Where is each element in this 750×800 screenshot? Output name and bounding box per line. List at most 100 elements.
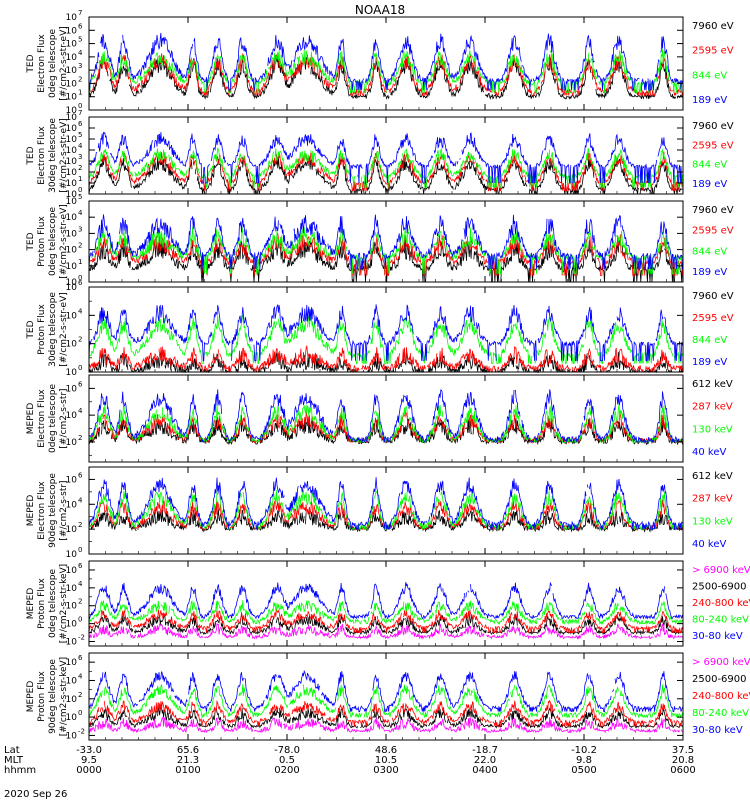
y-tick-label: 10 — [66, 638, 78, 648]
y-tick-label: 10 — [66, 40, 78, 50]
legend-entry: 2500-6900 — [692, 674, 747, 685]
y-tick-label: 10 — [66, 190, 78, 200]
x-tick-label-mlt: 9.5 — [81, 755, 97, 766]
y-axis-label-line: [#/cm2-s-str-keV] — [59, 564, 69, 643]
legend-entry: 130 keV — [692, 516, 733, 527]
y-axis-label-line: [#/cm2-s-str-eV] — [59, 118, 69, 193]
legend-entry: 189 eV — [692, 267, 727, 278]
y-tick-exponent: 4 — [78, 407, 83, 415]
y-tick-exponent: 4 — [78, 209, 83, 217]
y-axis-label-line: [#/cm2-s-str] — [59, 388, 69, 448]
y-axis-label-line: Electron Flux — [37, 389, 47, 448]
panel-frame — [88, 116, 684, 195]
series-line-meped-proton-0deg-4 — [88, 581, 684, 620]
y-tick-label: 10 — [66, 179, 78, 189]
series-line-ted-proton-30deg-1 — [88, 344, 684, 374]
x-tick-label-mlt: 9.8 — [576, 755, 592, 766]
y-tick-exponent: 2 — [78, 691, 82, 699]
legend-entry: 40 keV — [692, 539, 726, 550]
y-tick-exponent: 6 — [78, 120, 83, 128]
legend-entry: 240-800 keV — [692, 598, 750, 609]
y-tick-label: 10 — [66, 550, 78, 560]
y-tick-label: 10 — [66, 525, 78, 535]
x-tick-label-lat: -10.2 — [571, 745, 597, 756]
figure-title: NOAA18 — [355, 3, 405, 17]
y-axis-label-line: TED — [26, 146, 36, 165]
y-tick-label: 10 — [66, 106, 78, 116]
y-tick-exponent: 2 — [78, 75, 82, 83]
x-tick-label-lat: -78.0 — [274, 745, 300, 756]
y-tick-exponent: 0 — [78, 274, 82, 282]
y-tick-label: 10 — [66, 368, 78, 378]
legend-entry: 844 eV — [692, 160, 727, 171]
y-tick-label: 10 — [66, 384, 78, 394]
y-axis-label-line: MEPED — [26, 681, 36, 713]
y-tick-label: 10 — [66, 584, 78, 594]
series-line-ted-proton-30deg-3 — [88, 303, 684, 362]
y-tick-exponent: 4 — [78, 672, 83, 680]
x-tick-label-hhmm: 0100 — [175, 765, 200, 776]
y-axis-label-line: Proton Flux — [37, 216, 47, 267]
y-tick-label: 10 — [66, 500, 78, 510]
y-tick-exponent: 1 — [78, 175, 82, 183]
series-line-ted-proton-30deg-2 — [88, 314, 684, 364]
x-tick-label-hhmm: 0300 — [373, 765, 398, 776]
y-tick-label: 10 — [66, 13, 78, 23]
y-tick-exponent: 4 — [78, 142, 83, 150]
y-tick-exponent: 4 — [78, 580, 83, 588]
y-tick-exponent: 4 — [78, 496, 83, 504]
x-tick-label-hhmm: 0200 — [274, 765, 299, 776]
y-tick-exponent: 5 — [78, 36, 82, 44]
legend-entry: 844 eV — [692, 70, 727, 81]
y-axis-label-line: 0deg telescope — [48, 29, 58, 99]
y-tick-exponent: 0 — [78, 546, 82, 554]
y-tick-exponent: 2 — [78, 598, 82, 606]
y-tick-label: 10 — [66, 53, 78, 63]
y-axis-label-line: [#/cm2-s-str-eV] — [59, 26, 69, 101]
date-label: 2020 Sep 26 — [4, 789, 67, 800]
y-tick-label: 10 — [66, 438, 78, 448]
legend-entry: 189 eV — [692, 179, 727, 190]
series-line-meped-proton-0deg-0 — [88, 622, 684, 640]
y-tick-exponent: 6 — [78, 380, 83, 388]
x-tick-label-lat: 48.6 — [375, 745, 397, 756]
y-axis-label-line: [#/cm2-s-str-eV] — [59, 204, 69, 279]
series-line-meped-proton-0deg-3 — [88, 600, 684, 626]
series-line-meped-proton-90deg-0 — [88, 716, 684, 734]
legend-entry: 30-80 keV — [692, 725, 743, 736]
x-tick-label-mlt: 21.3 — [177, 755, 199, 766]
y-tick-exponent: 5 — [78, 193, 82, 201]
y-tick-label: 10 — [66, 695, 78, 705]
y-tick-label: 10 — [66, 713, 78, 723]
series-line-ted-electron-30deg-2 — [88, 147, 684, 188]
y-axis-label-line: MEPED — [26, 588, 36, 620]
legend-entry: 7960 eV — [692, 21, 734, 32]
x-axis: LatMLThhmm-33.09.5000065.621.30100-78.00… — [4, 745, 696, 776]
legend-entry: 844 eV — [692, 246, 727, 257]
legend-entry: 7960 eV — [692, 121, 734, 132]
y-tick-exponent: 6 — [78, 562, 83, 570]
y-tick-label: 10 — [66, 475, 78, 485]
y-tick-label: 10 — [66, 602, 78, 612]
y-axis-label-line: Proton Flux — [37, 578, 47, 629]
x-tick-label-mlt: 0.5 — [279, 755, 295, 766]
y-axis-label-line: 30deg telescope — [48, 118, 58, 193]
y-tick-label: 10 — [66, 168, 78, 178]
y-axis-label-line: Electron Flux — [37, 126, 47, 185]
y-axis-label-line: 30deg telescope — [48, 292, 58, 367]
y-tick-label: 10 — [66, 135, 78, 145]
series-line-ted-proton-0deg-3 — [88, 214, 683, 270]
legend-entry: > 6900 keV — [692, 657, 750, 668]
x-tick-label-hhmm: 0500 — [571, 765, 596, 776]
y-tick-label: 10 — [66, 146, 78, 156]
legend-entry: 612 keV — [692, 379, 733, 390]
y-axis-label-line: [#/cm2-s-str-keV] — [59, 657, 69, 736]
y-tick-exponent: 6 — [78, 279, 83, 287]
legend-entry: 240-800 keV — [692, 691, 750, 702]
legend-entry: 2500-6900 — [692, 582, 747, 593]
legend-entry: 287 keV — [692, 402, 733, 413]
y-tick-exponent: 3 — [78, 225, 82, 233]
